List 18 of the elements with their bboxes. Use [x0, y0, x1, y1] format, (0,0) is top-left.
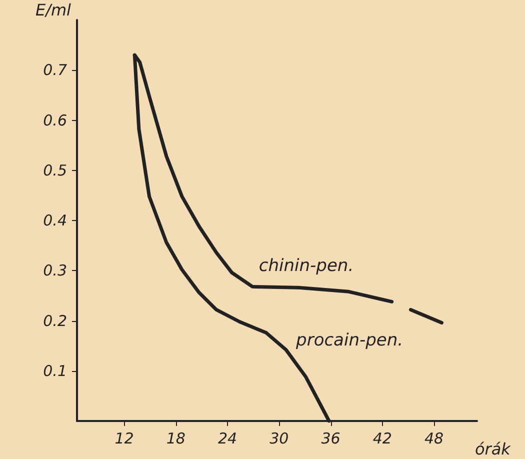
x-tick-label: 42: [372, 430, 392, 448]
x-tick-label: 48: [424, 430, 444, 448]
y-tick-label: 0.4: [43, 212, 67, 230]
x-tick-label: 30: [270, 430, 289, 448]
x-tick-label: 36: [321, 430, 340, 448]
y-axis-title: E/ml: [35, 0, 72, 20]
x-tick-label: 18: [166, 430, 186, 448]
y-tick-label: 0.7: [43, 61, 68, 80]
y-tick-label: 0.2: [43, 312, 67, 330]
y-tick-label: 0.5: [43, 161, 67, 180]
series-label: procain-pen.: [295, 330, 404, 350]
x-axis-title: órák: [475, 440, 512, 458]
x-tick-label: 12: [114, 430, 134, 448]
y-tick-label: 0.6: [43, 111, 67, 130]
series-label: chinin-pen.: [258, 256, 354, 276]
y-tick-label: 0.3: [43, 262, 67, 280]
x-tick-label: 24: [218, 430, 238, 448]
y-tick-label: 0.1: [43, 362, 67, 380]
